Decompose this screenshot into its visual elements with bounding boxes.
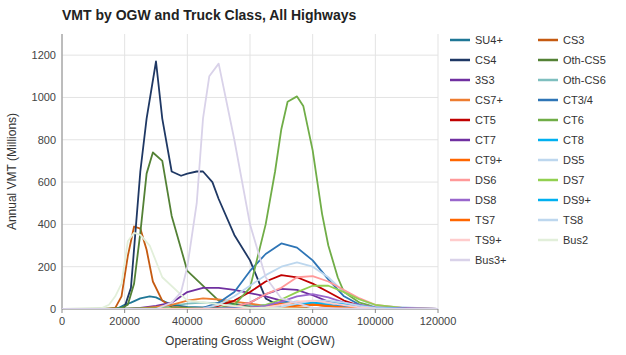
legend-swatch xyxy=(450,219,470,222)
series-line xyxy=(62,96,438,309)
legend-label: DS7 xyxy=(563,174,584,186)
legend-label: CT7 xyxy=(475,134,496,146)
grid xyxy=(62,34,438,309)
y-tick-label: 200 xyxy=(38,261,56,273)
x-tick xyxy=(438,309,439,313)
legend-label: CS3 xyxy=(563,34,584,46)
legend-swatch xyxy=(450,239,470,242)
title: VMT by OGW and Truck Class, All Highways xyxy=(62,7,357,23)
y-tick-label: 600 xyxy=(38,176,56,188)
x-tick xyxy=(124,309,125,313)
legend-swatch xyxy=(450,199,470,202)
y-tick-label: 1000 xyxy=(32,91,56,103)
legend-swatch xyxy=(538,139,558,142)
legend-swatch xyxy=(450,179,470,182)
legend-label: Bus3+ xyxy=(475,254,507,266)
legend-swatch xyxy=(450,79,470,82)
x-tick xyxy=(187,309,188,313)
legend-swatch xyxy=(538,199,558,202)
legend-swatch xyxy=(538,239,558,242)
grid-line xyxy=(438,34,439,309)
legend-label: Bus2 xyxy=(563,234,588,246)
x-tick-label: 20000 xyxy=(109,315,140,327)
y-tick-label: 800 xyxy=(38,134,56,146)
legend-label: CT9+ xyxy=(475,154,502,166)
x-tick xyxy=(312,309,313,313)
series-line xyxy=(62,233,438,309)
legend-label: TS7 xyxy=(475,214,495,226)
legend-swatch xyxy=(450,59,470,62)
series-line xyxy=(62,152,438,309)
legend-swatch xyxy=(450,39,470,42)
x-tick xyxy=(62,309,63,313)
series-line xyxy=(62,62,438,310)
legend-swatch xyxy=(450,259,470,262)
series-line xyxy=(62,294,438,309)
legend-label: DS5 xyxy=(563,154,584,166)
grid-line xyxy=(375,34,376,309)
y-tick-label: 400 xyxy=(38,218,56,230)
legend-swatch xyxy=(450,139,470,142)
legend-swatch xyxy=(538,99,558,102)
chart: VMT by OGW and Truck Class, All Highways… xyxy=(0,0,626,355)
series-lines xyxy=(62,62,438,310)
legend-label: CS7+ xyxy=(475,94,503,106)
legend-label: CT5 xyxy=(475,114,496,126)
legend-label: Oth-CS6 xyxy=(563,74,606,86)
x-tick xyxy=(375,309,376,313)
x-tick-label: 60000 xyxy=(235,315,266,327)
x-tick-label: 0 xyxy=(59,315,65,327)
legend-swatch xyxy=(538,219,558,222)
legend-swatch xyxy=(538,39,558,42)
series-line xyxy=(62,262,438,309)
legend-label: DS9+ xyxy=(563,194,591,206)
legend-swatch xyxy=(538,59,558,62)
y-axis xyxy=(62,34,63,309)
y-tick-label: 0 xyxy=(50,303,56,315)
legend-swatch xyxy=(450,99,470,102)
legend-label: TS9+ xyxy=(475,234,502,246)
legend-label: DS8 xyxy=(475,194,496,206)
legend-swatch xyxy=(450,159,470,162)
series-line xyxy=(62,243,438,309)
legend-label: CS4 xyxy=(475,54,496,66)
legend-swatch xyxy=(538,159,558,162)
axes: 0 200 400 600 800 1000 1200 0 20000 40000 60000 800… xyxy=(32,34,457,327)
legend-label: 3S3 xyxy=(475,74,495,86)
legend-label: SU4+ xyxy=(475,34,503,46)
x-tick-label: 100000 xyxy=(357,315,394,327)
legend-swatch xyxy=(538,119,558,122)
legend-label: CT3/4 xyxy=(563,94,593,106)
legend-label: TS8 xyxy=(563,214,583,226)
legend-swatch xyxy=(538,179,558,182)
x-tick-label: 120000 xyxy=(420,315,457,327)
legend: SU4+ CS3 CS4 Oth-CS5 3S3 Oth-CS6 CS7+ CT3/4 CT5 C… xyxy=(450,34,606,266)
series-line xyxy=(62,227,438,310)
x-tick-label: 80000 xyxy=(297,315,328,327)
series-line xyxy=(62,276,438,309)
grid-line xyxy=(250,34,251,309)
series-line xyxy=(62,275,438,309)
y-axis-label: Annual VMT (Millions) xyxy=(5,113,19,230)
legend-label: DS6 xyxy=(475,174,496,186)
series-line xyxy=(62,64,438,309)
x-tick xyxy=(250,309,251,313)
legend-swatch xyxy=(450,119,470,122)
y-tick-label: 1200 xyxy=(32,49,56,61)
grid-line xyxy=(62,34,63,309)
legend-label: CT6 xyxy=(563,114,584,126)
x-axis-label: Operating Gross Weight (OGW) xyxy=(165,334,335,348)
legend-swatch xyxy=(538,79,558,82)
legend-label: Oth-CS5 xyxy=(563,54,606,66)
x-tick-label: 40000 xyxy=(172,315,203,327)
legend-label: CT8 xyxy=(563,134,584,146)
